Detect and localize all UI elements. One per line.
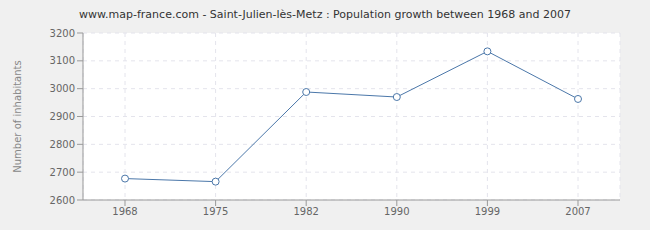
svg-text:2007: 2007 bbox=[565, 206, 590, 217]
svg-text:2700: 2700 bbox=[50, 167, 75, 178]
svg-text:2900: 2900 bbox=[50, 111, 75, 122]
html-text:www.map-france.com - Saint-Jul: www.map-france.com - Saint-Julien-lès-Me… bbox=[79, 8, 571, 21]
svg-text:1990: 1990 bbox=[384, 206, 409, 217]
svg-text:2800: 2800 bbox=[50, 139, 75, 150]
svg-text:3100: 3100 bbox=[50, 55, 75, 66]
svg-text:1999: 1999 bbox=[475, 206, 500, 217]
svg-text:1975: 1975 bbox=[203, 206, 228, 217]
svg-text:3000: 3000 bbox=[50, 83, 75, 94]
svg-text:3200: 3200 bbox=[50, 28, 75, 39]
svg-text:1968: 1968 bbox=[112, 206, 137, 217]
svg-text:Number of inhabitants: Number of inhabitants bbox=[12, 60, 23, 172]
svg-text:1982: 1982 bbox=[293, 206, 318, 217]
svg-text:2600: 2600 bbox=[50, 195, 75, 206]
